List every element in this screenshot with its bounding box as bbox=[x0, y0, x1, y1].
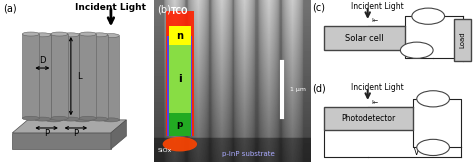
Text: −: − bbox=[436, 143, 443, 152]
Ellipse shape bbox=[22, 116, 39, 120]
Text: Incident Light: Incident Light bbox=[351, 2, 404, 12]
Ellipse shape bbox=[79, 116, 96, 120]
Text: P: P bbox=[73, 129, 78, 138]
Text: (a): (a) bbox=[3, 3, 17, 13]
Bar bbox=[34, 35, 51, 119]
Ellipse shape bbox=[163, 137, 197, 151]
Text: I←: I← bbox=[371, 18, 378, 23]
Text: (b): (b) bbox=[157, 5, 171, 15]
Bar bbox=[79, 34, 96, 118]
Bar bbox=[74, 36, 91, 120]
Text: D: D bbox=[39, 56, 46, 65]
Text: Incident Light: Incident Light bbox=[351, 83, 404, 93]
Text: Solar cell: Solar cell bbox=[345, 34, 384, 43]
Text: (c): (c) bbox=[312, 2, 325, 12]
Ellipse shape bbox=[63, 117, 79, 121]
Text: i: i bbox=[178, 74, 182, 84]
Bar bbox=[46, 36, 63, 120]
Circle shape bbox=[417, 139, 449, 156]
Text: p-InP substrate: p-InP substrate bbox=[221, 150, 274, 156]
Text: 1 μm: 1 μm bbox=[290, 87, 306, 92]
Bar bbox=[166, 11, 194, 136]
Polygon shape bbox=[12, 120, 126, 133]
Ellipse shape bbox=[34, 33, 51, 37]
Ellipse shape bbox=[63, 33, 79, 37]
Bar bbox=[324, 107, 413, 130]
Ellipse shape bbox=[102, 118, 119, 122]
Bar bbox=[51, 34, 68, 118]
Text: n: n bbox=[176, 31, 183, 41]
Bar bbox=[455, 19, 471, 61]
Bar bbox=[324, 26, 405, 50]
Bar bbox=[167, 36, 192, 136]
Bar bbox=[63, 35, 79, 119]
Text: p: p bbox=[177, 120, 183, 129]
Polygon shape bbox=[111, 120, 126, 149]
Ellipse shape bbox=[46, 34, 63, 38]
Text: V: V bbox=[414, 46, 419, 55]
Text: V: V bbox=[414, 148, 419, 157]
Circle shape bbox=[412, 8, 445, 24]
Ellipse shape bbox=[79, 32, 96, 36]
Circle shape bbox=[401, 42, 433, 58]
Text: +: + bbox=[424, 144, 429, 150]
Ellipse shape bbox=[91, 33, 108, 37]
Text: Load: Load bbox=[460, 31, 465, 48]
Bar bbox=[169, 26, 191, 45]
Text: TCO: TCO bbox=[171, 7, 189, 16]
Text: SiOx: SiOx bbox=[158, 148, 172, 153]
Text: (d): (d) bbox=[312, 83, 326, 93]
Bar bbox=[169, 113, 191, 136]
Ellipse shape bbox=[74, 118, 91, 122]
Ellipse shape bbox=[102, 34, 119, 38]
Ellipse shape bbox=[91, 117, 108, 121]
Bar bbox=[102, 36, 119, 120]
Text: L: L bbox=[77, 72, 82, 81]
Bar bbox=[169, 45, 191, 113]
Circle shape bbox=[417, 91, 449, 107]
Bar bbox=[91, 35, 108, 119]
Text: I←: I← bbox=[371, 100, 378, 105]
Text: Incident Light: Incident Light bbox=[75, 3, 146, 12]
Ellipse shape bbox=[51, 32, 68, 36]
Text: A: A bbox=[425, 12, 431, 21]
Polygon shape bbox=[12, 133, 111, 149]
Ellipse shape bbox=[34, 117, 51, 121]
Bar bbox=[22, 34, 39, 118]
Ellipse shape bbox=[46, 118, 63, 122]
Ellipse shape bbox=[74, 34, 91, 38]
Ellipse shape bbox=[51, 116, 68, 120]
Ellipse shape bbox=[22, 32, 39, 36]
Text: A: A bbox=[430, 94, 436, 103]
Text: Photodetector: Photodetector bbox=[341, 114, 396, 123]
Text: P: P bbox=[44, 129, 49, 138]
